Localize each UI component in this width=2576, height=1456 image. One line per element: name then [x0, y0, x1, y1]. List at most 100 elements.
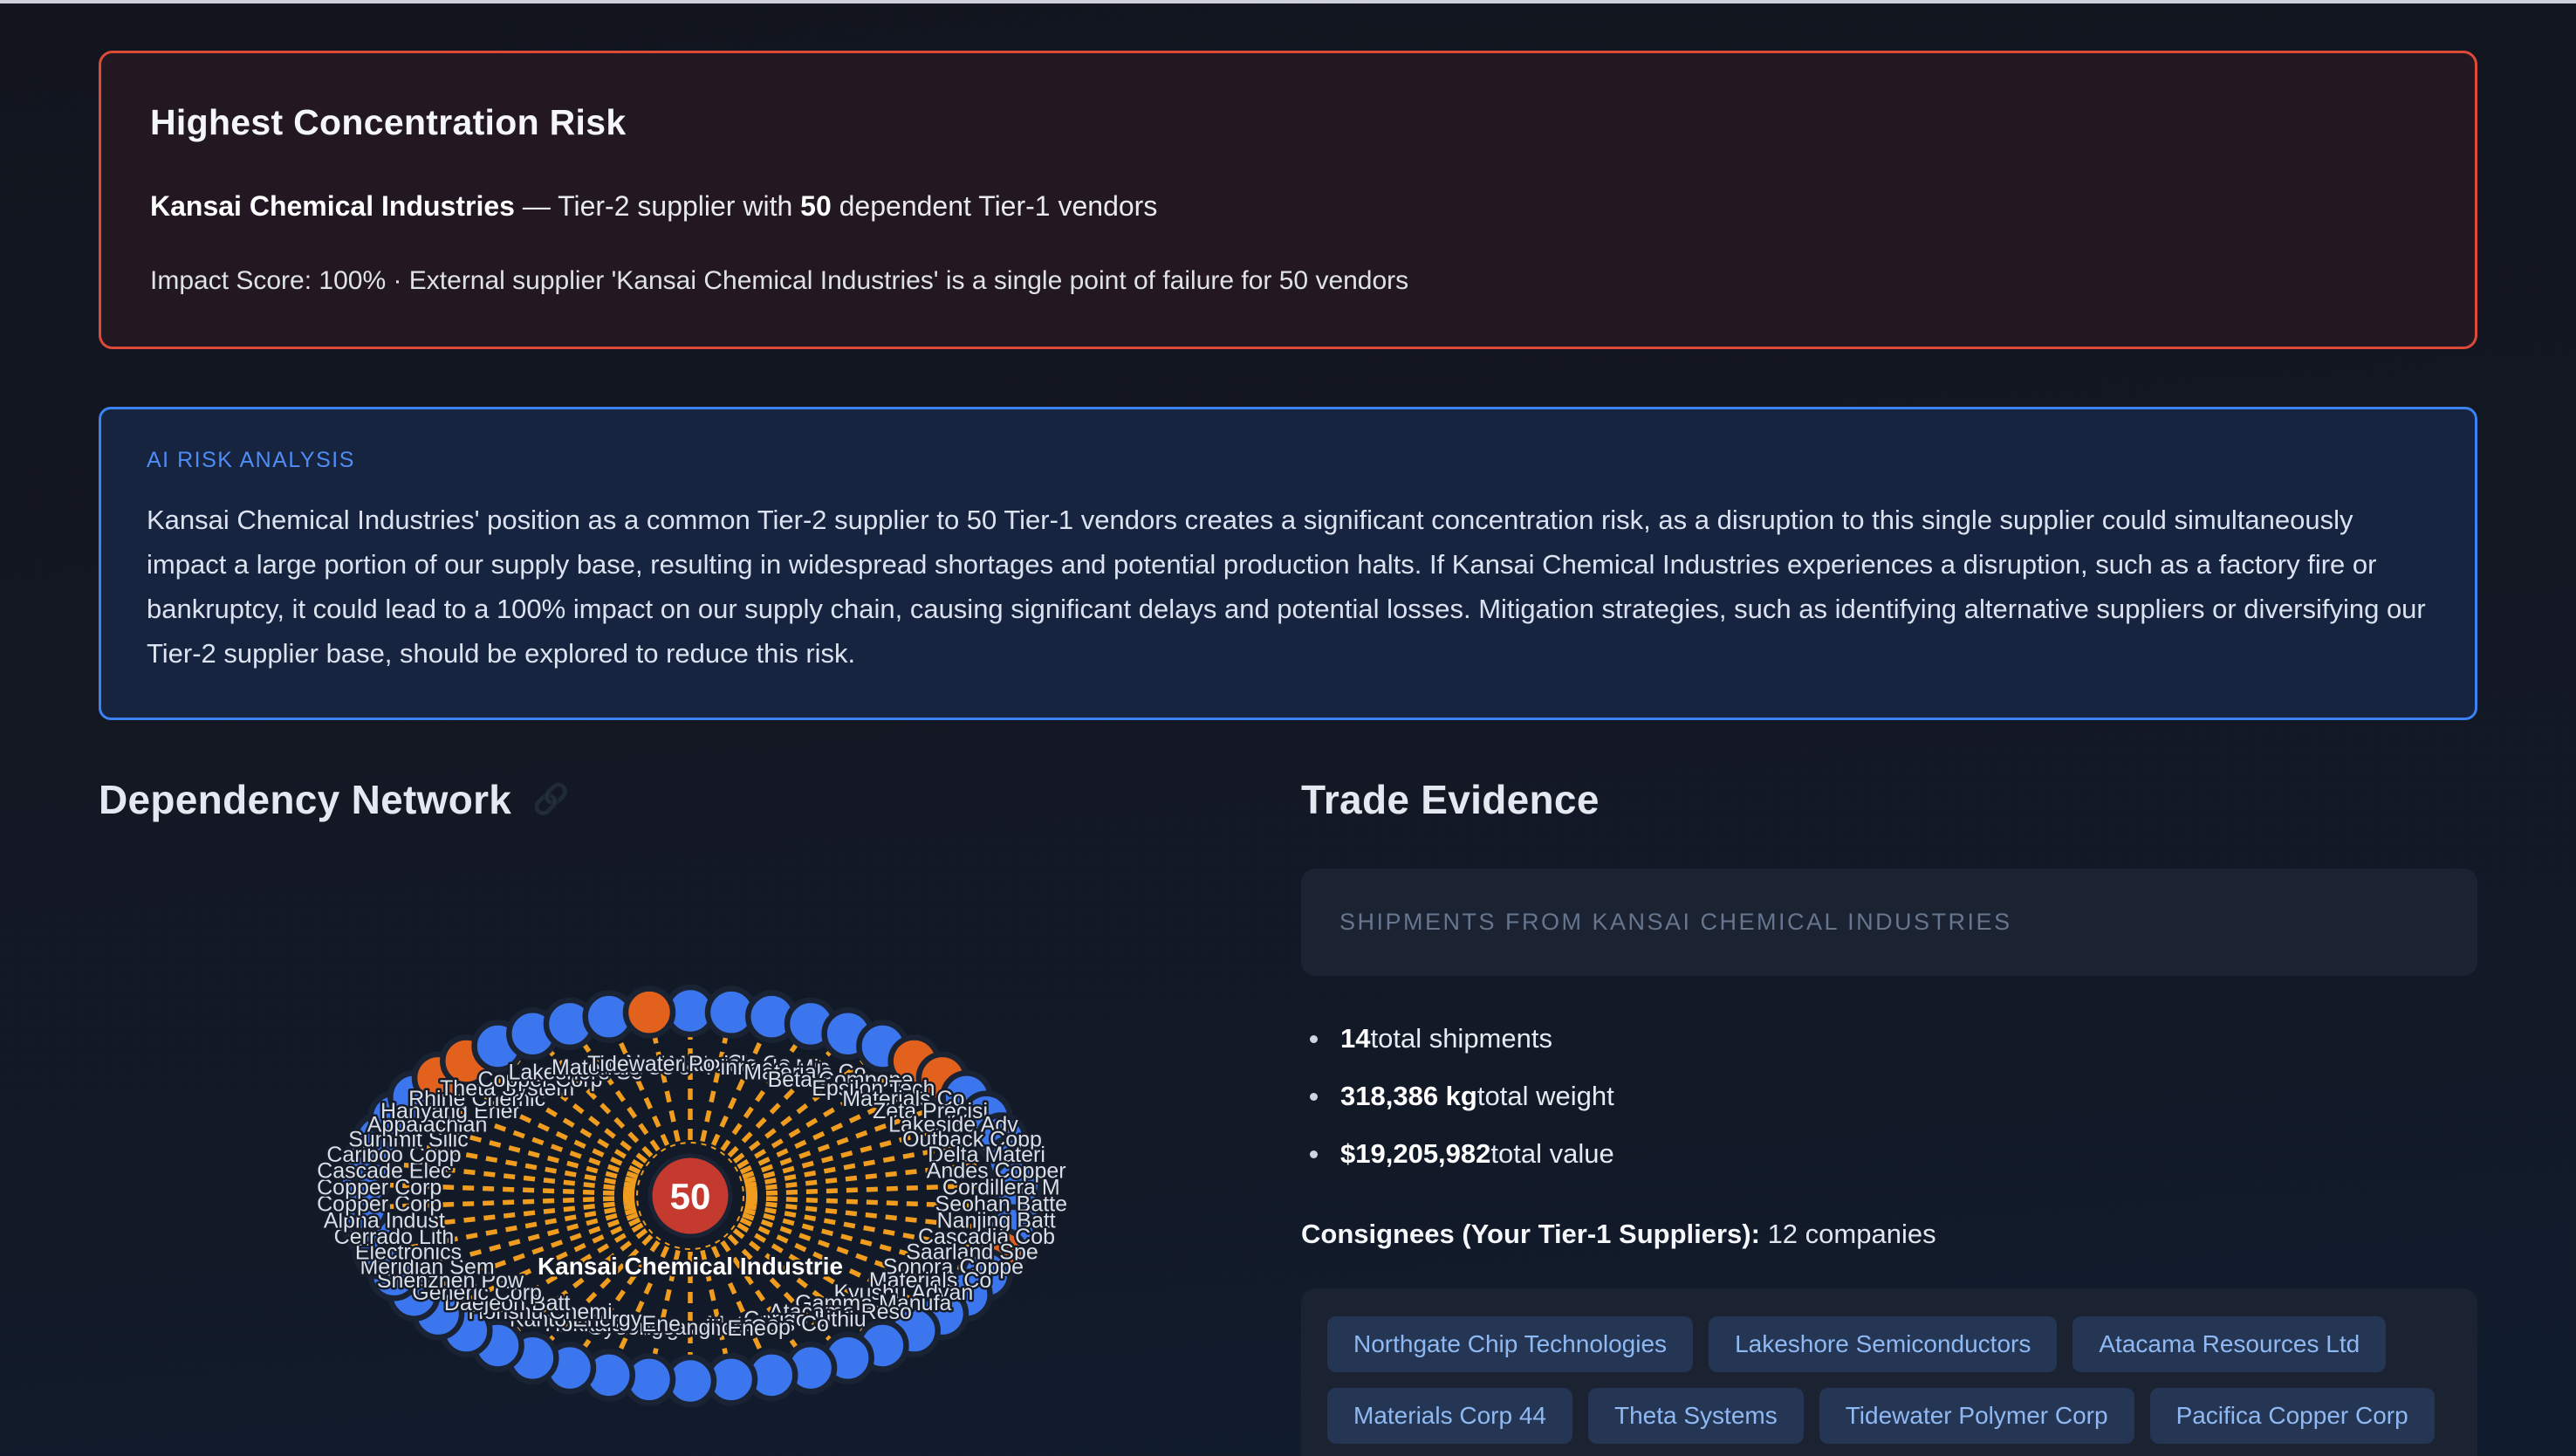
center-dashed-ring — [636, 1142, 744, 1250]
consignee-chip[interactable]: Theta Systems — [1587, 1388, 1804, 1444]
network-node-label: Cerrado Lith — [334, 1225, 455, 1249]
center-node[interactable] — [647, 1153, 733, 1239]
consignee-chip[interactable]: Atacama Resources Ltd — [2072, 1316, 2387, 1372]
dependency-edge — [511, 1055, 648, 1164]
network-node-label: Materials Co — [707, 1312, 829, 1336]
network-node-label: Copper Corp — [477, 1068, 602, 1092]
dependency-edge — [481, 1068, 644, 1170]
page-container: Highest Concentration Risk Kansai Chemic… — [99, 3, 2477, 1456]
dependency-edge — [742, 1101, 949, 1179]
consignee-chip[interactable]: Tidewater Polymer Corp — [1819, 1388, 2134, 1444]
network-node-label: Hokkaido Ene — [545, 1312, 681, 1336]
alert-summary: Kansai Chemical Industries — Tier-2 supp… — [150, 190, 2426, 223]
dependency-edge — [727, 1233, 837, 1346]
stat-value: 14 — [1340, 1023, 1371, 1054]
consignee-chip[interactable]: Materials Corp 44 — [1327, 1388, 1572, 1444]
dependency-edge — [745, 1160, 993, 1192]
network-node-label: Lakeside Adv — [888, 1113, 1018, 1137]
network-node-label: Chungnam Ene — [614, 1316, 766, 1341]
network-node-label: Materials Co — [743, 1061, 866, 1085]
network-node-label: Materials Co — [668, 1052, 791, 1076]
trade-evidence-heading: Trade Evidence — [1301, 776, 2477, 823]
network-node-label: Outback Copp — [902, 1127, 1042, 1151]
dependency-edge — [710, 1246, 766, 1359]
dependency-network-section: Dependency Network 🔗 50 Kansai Chemical I… — [99, 776, 1259, 1456]
dependency-edge — [742, 1212, 949, 1291]
dependency-edge — [454, 1217, 641, 1308]
network-node-label: Saarland Spe — [906, 1240, 1038, 1265]
dependency-edge — [710, 1033, 766, 1146]
consignee-chip[interactable]: Pacifica Copper Corp — [2149, 1388, 2435, 1444]
shipments-card: SHIPMENTS FROM KANSAI CHEMICAL INDUSTRIE… — [1301, 869, 2477, 976]
network-node-label: Pinnacle Mic — [706, 1055, 830, 1080]
shipments-card-title: SHIPMENTS FROM KANSAI CHEMICAL INDUSTRIE… — [1339, 909, 2012, 935]
network-node-label: Cascade Elec — [317, 1159, 451, 1184]
alert-summary-mid: — Tier-2 supplier with — [514, 190, 801, 222]
network-node-label: Theta System — [440, 1076, 574, 1101]
alert-vendor-name: Kansai Chemical Industries — [150, 190, 515, 222]
network-node-label: Appalachian — [367, 1113, 488, 1137]
dependency-edge — [732, 1055, 869, 1164]
network-node-label: Materials Co — [552, 1055, 674, 1080]
network-node-label: Cascadia Cob — [918, 1225, 1055, 1249]
dependency-edge — [387, 1160, 635, 1192]
dependency-edge — [431, 1101, 639, 1179]
alert-vendor-count: 50 — [800, 190, 832, 222]
dependency-edge — [431, 1212, 639, 1291]
dependency-edge — [720, 1240, 802, 1354]
link-icon: 🔗 — [532, 783, 570, 816]
shipment-stat-item: $19,205,982 total value — [1301, 1126, 2477, 1184]
network-node-label: Rhine Chemic — [408, 1087, 545, 1111]
network-node-label: Kyushu Advan — [833, 1281, 973, 1305]
chip-row: Northgate Chip Technologies Lakeshore Sem… — [1327, 1316, 2451, 1372]
shipment-stats: 14 total shipments 318,386 kg total weigh… — [1301, 1011, 2477, 1184]
dependency-edge — [745, 1182, 998, 1197]
dependency-edge — [739, 1083, 927, 1175]
network-node-label: Materials Co — [842, 1087, 964, 1111]
shipment-stat-item: 318,386 kg total weight — [1301, 1068, 2477, 1126]
network-node[interactable] — [622, 986, 676, 1039]
consignees-count: 12 companies — [1759, 1219, 1936, 1249]
bullet-dot-icon — [1310, 1034, 1318, 1043]
dependency-edge — [732, 1228, 869, 1336]
network-node-label: Delta Materi — [928, 1143, 1045, 1167]
network-node-label: Zeta Precisi — [873, 1099, 988, 1123]
network-node-label: Seohan Batte — [935, 1192, 1068, 1217]
content-columns: Dependency Network 🔗 50 Kansai Chemical I… — [99, 776, 2477, 1456]
dependency-edge — [744, 1203, 983, 1253]
dependency-edge — [397, 1203, 636, 1253]
alert-title: Highest Concentration Risk — [150, 102, 627, 142]
network-node-label: Alpha Indust — [324, 1208, 445, 1233]
network-node-label: Electronics — [355, 1240, 462, 1265]
network-node-label: Northgate Ch — [626, 1051, 756, 1075]
consignee-chip[interactable]: Northgate Chip Technologies — [1327, 1316, 1694, 1372]
network-node-label: Honshu Chemi — [468, 1300, 612, 1324]
stat-value: 318,386 kg — [1340, 1081, 1477, 1111]
shipment-stat-item: 14 total shipments — [1301, 1011, 2477, 1068]
ai-risk-analysis-card: AI RISK ANALYSIS Kansai Chemical Industr… — [99, 407, 2477, 720]
dependency-edge — [481, 1222, 644, 1323]
network-node-label: Beta Compone — [768, 1068, 914, 1092]
dependency-edge — [454, 1083, 641, 1175]
network-node-label: Copper Corp — [317, 1175, 442, 1199]
network-node-label: Daejeon Batt — [444, 1291, 571, 1315]
trade-evidence-section: Trade Evidence SHIPMENTS FROM KANSAI CHE… — [1301, 776, 2477, 1456]
dependency-edge — [544, 1233, 654, 1346]
network-node-label: Meridian Sem — [360, 1254, 494, 1279]
consignees-line: Consignees (Your Tier-1 Suppliers): 12 c… — [1301, 1219, 2477, 1250]
consignee-chip[interactable]: Lakeshore Semiconductors — [1709, 1316, 2058, 1372]
network-node-label: Pacifica Cop — [668, 1315, 791, 1340]
network-node-label: Gyeongsangi — [587, 1315, 716, 1340]
bullet-dot-icon — [1310, 1150, 1318, 1158]
network-node-label: Generic Corp — [412, 1281, 542, 1305]
trade-evidence-heading-text: Trade Evidence — [1301, 777, 1600, 822]
dependency-edge — [745, 1195, 998, 1210]
center-node-count: 50 — [670, 1176, 711, 1217]
stat-label: total shipments — [1370, 1023, 1552, 1054]
dependency-edge — [745, 1199, 993, 1232]
ai-risk-analysis-label: AI RISK ANALYSIS — [147, 448, 355, 472]
dependency-edge — [511, 1228, 648, 1336]
network-node-label: Copper Corp — [317, 1192, 442, 1217]
dependency-edge — [579, 1038, 661, 1152]
